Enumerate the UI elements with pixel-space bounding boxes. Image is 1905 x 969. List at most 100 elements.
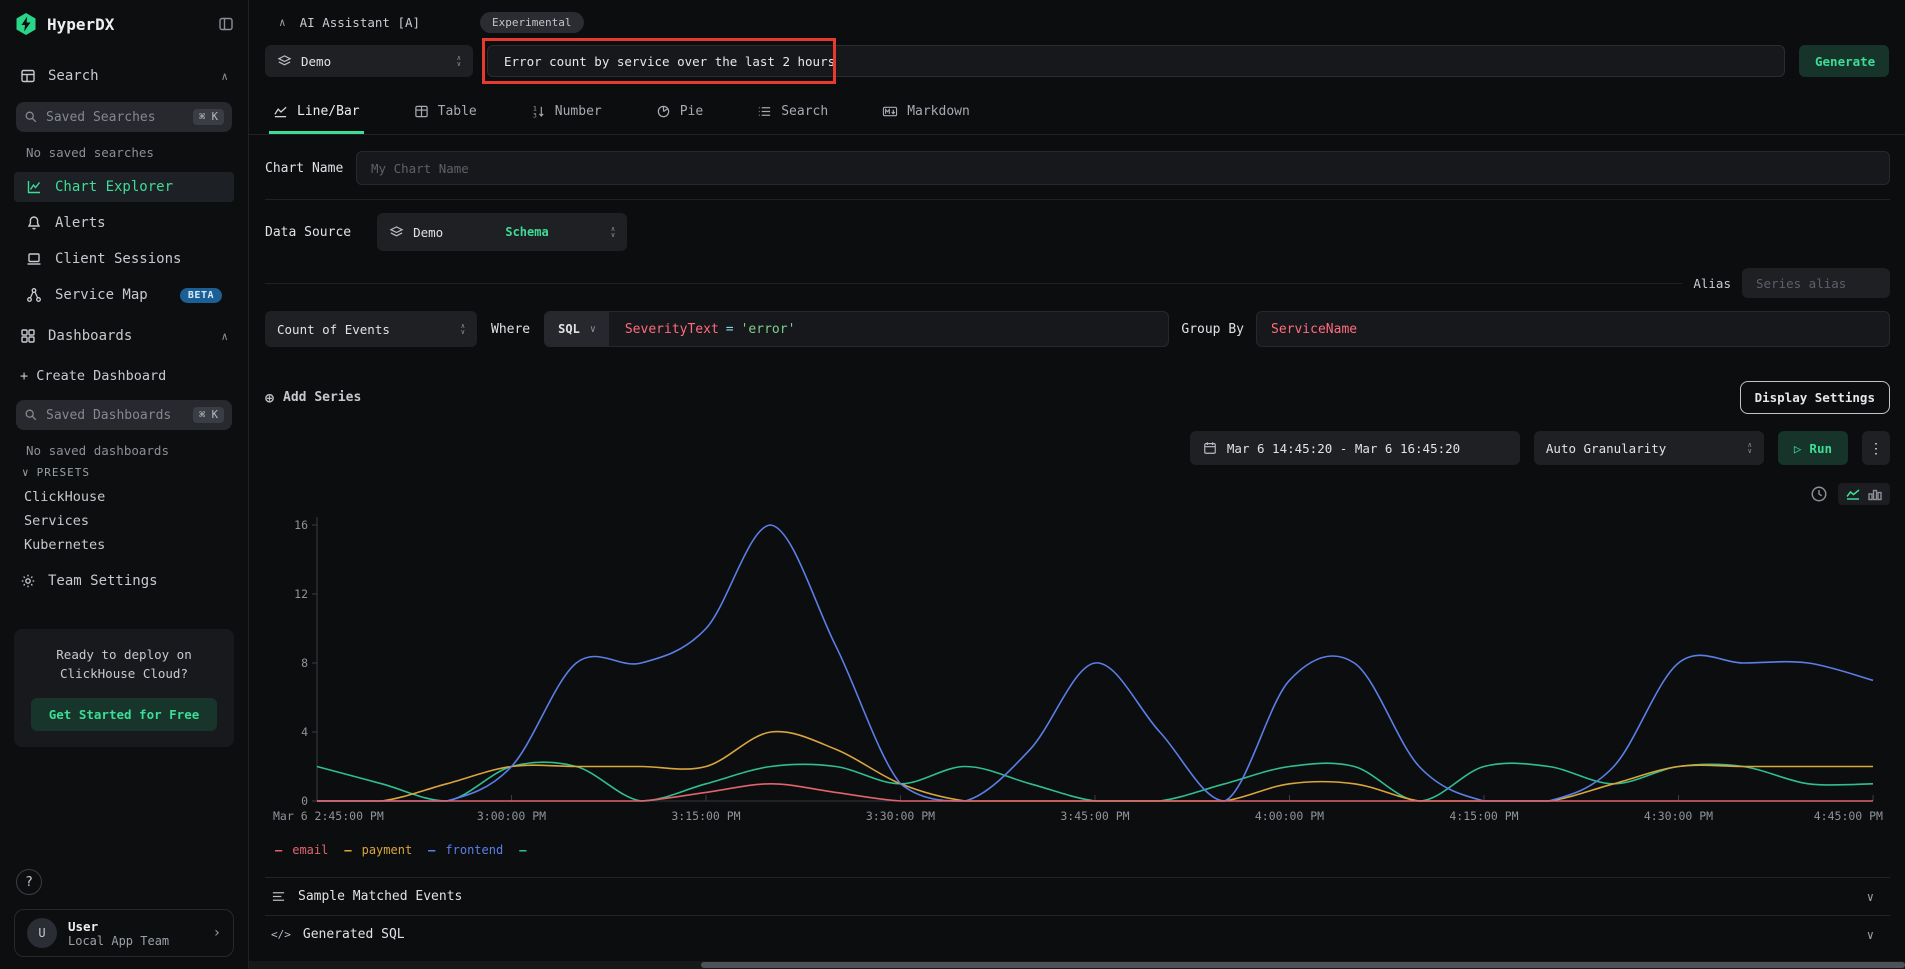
chevron-up-icon: ∧	[221, 69, 228, 83]
series-line	[317, 524, 1874, 802]
circled-plus-icon: ⊕	[265, 388, 275, 407]
tab-markdown[interactable]: Markdown	[878, 104, 974, 134]
sidebar-section-dashboards[interactable]: Dashboards ∧	[14, 324, 234, 348]
legend-dash: —	[428, 843, 436, 857]
divider	[265, 282, 1683, 284]
chart-name-input[interactable]	[356, 151, 1890, 185]
granularity-select[interactable]: Auto Granularity ∧ ∨	[1533, 431, 1764, 465]
sidebar-item-client-sessions[interactable]: Client Sessions	[14, 244, 234, 274]
y-tick-label: 0	[301, 794, 308, 808]
sidebar-item-label: Chart Explorer	[55, 179, 174, 195]
generated-sql-row[interactable]: </> Generated SQL ∨	[265, 915, 1890, 953]
create-dashboard-button[interactable]: + Create Dashboard	[20, 368, 167, 384]
x-tick-label: Mar 6 2:45:00 PM	[273, 809, 384, 823]
collapse-chevron-icon[interactable]: ∧	[279, 16, 286, 29]
saved-searches-input[interactable]: ⌘ K	[16, 102, 232, 132]
shortcut-chip: ⌘ K	[193, 407, 224, 423]
user-name: User	[68, 918, 99, 934]
scrollbar-thumb[interactable]	[701, 962, 1905, 968]
where-clause-input[interactable]: SQL ∨ SeverityText = 'error'	[544, 311, 1170, 347]
generate-button[interactable]: Generate	[1799, 45, 1889, 77]
presets-header[interactable]: ∨ PRESETS	[22, 466, 90, 479]
dashboards-section-label: Dashboards	[48, 328, 133, 344]
preset-clickhouse[interactable]: ClickHouse	[24, 489, 106, 505]
sample-matched-events-row[interactable]: Sample Matched Events ∨	[265, 877, 1890, 915]
help-button[interactable]: ?	[16, 869, 42, 895]
saved-dashboards-field[interactable]	[46, 407, 186, 423]
get-started-button[interactable]: Get Started for Free	[30, 697, 218, 731]
horizontal-scrollbar[interactable]	[249, 961, 1905, 969]
aggregation-select[interactable]: Count of Events ∧ ∨	[265, 311, 477, 347]
play-icon: ▷	[1793, 440, 1802, 456]
number-sort-icon: 1 3	[533, 105, 544, 119]
data-source-label: Data Source	[265, 224, 352, 240]
preset-kubernetes[interactable]: Kubernetes	[24, 537, 106, 553]
sidebar-item-alerts[interactable]: Alerts	[14, 208, 234, 238]
laptop-icon	[27, 253, 41, 265]
gear-icon	[21, 574, 35, 588]
legend-item[interactable]: frontend	[445, 843, 504, 857]
legend-item[interactable]: payment	[361, 843, 413, 857]
sidebar: HyperDX Search ∧ ⌘ K No saved searches	[0, 0, 249, 969]
experimental-badge: Experimental	[480, 12, 584, 33]
run-button[interactable]: ▷ Run	[1777, 431, 1848, 465]
chevron-right-icon: ›	[212, 925, 221, 941]
legend-item[interactable]: email	[292, 843, 329, 857]
tab-table[interactable]: Table	[410, 104, 481, 134]
ai-assistant-title: AI Assistant [A]	[299, 15, 421, 30]
legend-dash: —	[275, 843, 283, 857]
sql-expression[interactable]: SeverityText = 'error'	[624, 321, 796, 337]
tab-pie[interactable]: Pie	[652, 104, 707, 134]
ai-source-select[interactable]: Demo ∧ ∨	[265, 45, 473, 77]
svg-text:3: 3	[533, 112, 537, 119]
chevron-down-icon: ∨	[1866, 889, 1874, 904]
schema-link[interactable]: Schema	[505, 225, 549, 239]
chevron-up-icon: ∧	[221, 329, 228, 343]
table-icon	[414, 105, 428, 118]
line-view-button[interactable]	[1845, 486, 1861, 502]
hyperdx-logo-icon	[16, 13, 36, 35]
ai-assistant-bar: ∧ AI Assistant [A] Experimental Demo ∧ ∨ …	[249, 0, 1905, 91]
search-section-label: Search	[48, 68, 99, 84]
select-chevrons-icon: ∧ ∨	[456, 54, 461, 68]
ai-prompt-input[interactable]: Error count by service over the last 2 h…	[487, 45, 1785, 77]
date-range-input[interactable]: Mar 6 14:45:20 - Mar 6 16:45:20	[1189, 431, 1520, 465]
preset-services[interactable]: Services	[24, 513, 90, 529]
chart-type-toggle	[1838, 483, 1890, 505]
chart-explorer-form: Chart Name Data Source Demo Schema ∧∨ Al…	[249, 135, 1905, 969]
dashboards-icon	[21, 329, 35, 343]
x-tick-label: 3:00:00 PM	[477, 809, 546, 823]
series-line	[317, 730, 1873, 802]
add-series-button[interactable]: ⊕ Add Series	[265, 388, 362, 407]
saved-dashboards-input[interactable]: ⌘ K	[16, 400, 232, 430]
chart-area: 0 4 8 12 16 Mar 6 2:45:00 PM 3:00:00 PM 3:15:00…	[265, 511, 1890, 857]
select-chevrons-icon: ∧ ∨	[1747, 441, 1752, 455]
code-icon: </>	[271, 928, 291, 941]
more-options-button[interactable]: ⋮	[1862, 431, 1890, 465]
x-tick-label: 4:00:00 PM	[1255, 809, 1324, 823]
x-tick-label: 3:45:00 PM	[1060, 809, 1129, 823]
tab-search[interactable]: Search	[753, 104, 832, 134]
bar-view-button[interactable]	[1867, 486, 1883, 502]
group-by-input[interactable]: ServiceName	[1256, 311, 1890, 347]
sidebar-item-service-map[interactable]: Service Map BETA	[14, 280, 234, 310]
query-language-select[interactable]: SQL ∨	[545, 312, 609, 346]
x-tick-label: 4:15:00 PM	[1449, 809, 1518, 823]
pie-chart-icon	[657, 105, 669, 118]
x-tick-label: 4:30:00 PM	[1644, 809, 1713, 823]
saved-searches-field[interactable]	[46, 109, 186, 125]
sidebar-item-label: Service Map	[55, 287, 148, 303]
user-team: Local App Team	[68, 933, 170, 948]
data-source-select[interactable]: Demo Schema ∧ ∨	[377, 213, 628, 251]
user-card[interactable]: U User Local App Team ›	[14, 909, 234, 957]
sidebar-item-team-settings[interactable]: Team Settings	[14, 569, 234, 593]
sidebar-collapse-icon[interactable]	[218, 16, 234, 32]
tab-number[interactable]: 1 3 Number	[532, 104, 602, 119]
time-settings-button[interactable]	[1810, 485, 1828, 503]
tab-line-bar[interactable]: Line/Bar	[269, 104, 364, 134]
sidebar-item-chart-explorer[interactable]: Chart Explorer	[14, 172, 234, 202]
display-settings-button[interactable]: Display Settings	[1739, 381, 1890, 414]
sidebar-section-search[interactable]: Search ∧	[14, 64, 234, 88]
alias-input[interactable]	[1742, 268, 1890, 298]
